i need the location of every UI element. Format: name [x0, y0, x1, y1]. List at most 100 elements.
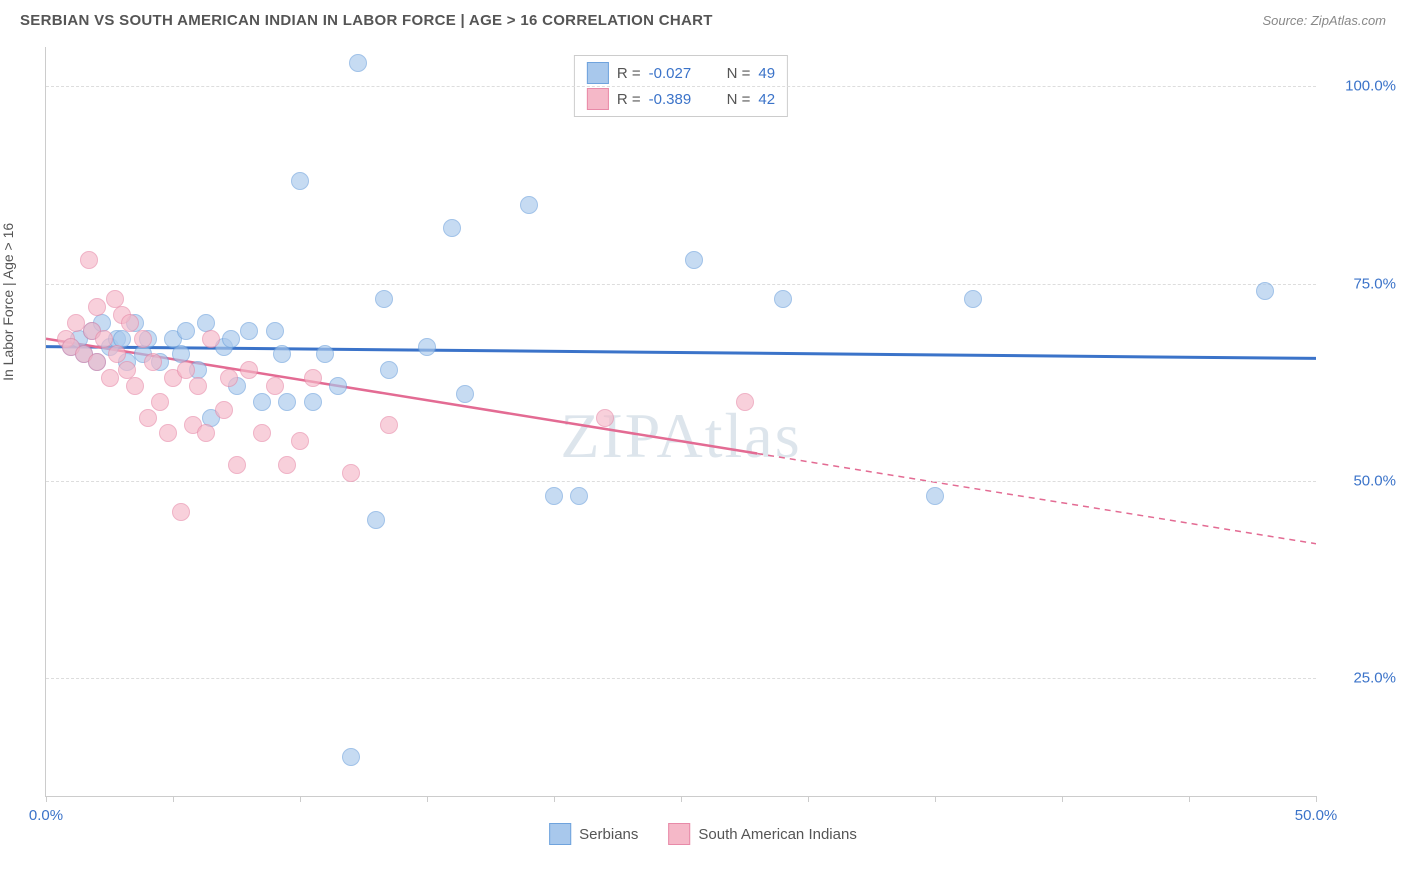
scatter-point	[316, 345, 334, 363]
chart-title: SERBIAN VS SOUTH AMERICAN INDIAN IN LABO…	[20, 12, 713, 29]
scatter-point	[134, 330, 152, 348]
scatter-point	[88, 353, 106, 371]
scatter-point	[215, 401, 233, 419]
scatter-point	[380, 361, 398, 379]
scatter-point	[95, 330, 113, 348]
chart-header: SERBIAN VS SOUTH AMERICAN INDIAN IN LABO…	[0, 0, 1406, 37]
scatter-point	[329, 377, 347, 395]
scatter-point	[342, 464, 360, 482]
scatter-point	[342, 748, 360, 766]
r-value: -0.389	[649, 91, 709, 108]
scatter-point	[380, 416, 398, 434]
scatter-point	[253, 393, 271, 411]
scatter-point	[222, 330, 240, 348]
scatter-point	[418, 338, 436, 356]
series-legend-item: Serbians	[549, 823, 638, 845]
scatter-point	[80, 251, 98, 269]
scatter-point	[443, 219, 461, 237]
scatter-point	[240, 361, 258, 379]
series-legend: Serbians South American Indians	[549, 823, 857, 845]
x-tick	[935, 796, 936, 802]
gridline-horizontal	[46, 284, 1316, 285]
scatter-point	[964, 290, 982, 308]
x-tick	[427, 796, 428, 802]
series-legend-item: South American Indians	[668, 823, 856, 845]
y-tick-label: 50.0%	[1326, 472, 1396, 489]
scatter-point	[349, 54, 367, 72]
x-tick	[1062, 796, 1063, 802]
scatter-point	[172, 503, 190, 521]
legend-swatch	[587, 62, 609, 84]
scatter-point	[151, 393, 169, 411]
x-tick-label: 0.0%	[29, 807, 63, 824]
x-tick	[300, 796, 301, 802]
n-label: N =	[727, 65, 751, 82]
gridline-horizontal	[46, 86, 1316, 87]
scatter-point	[266, 377, 284, 395]
r-label: R =	[617, 65, 641, 82]
scatter-point	[596, 409, 614, 427]
scatter-point	[126, 377, 144, 395]
scatter-point	[367, 511, 385, 529]
series-legend-label: South American Indians	[698, 826, 856, 843]
x-tick	[1189, 796, 1190, 802]
n-value: 49	[758, 65, 775, 82]
scatter-point	[304, 393, 322, 411]
legend-swatch	[587, 88, 609, 110]
scatter-point	[189, 377, 207, 395]
y-axis-label: In Labor Force | Age > 16	[0, 223, 16, 381]
source-label: Source: ZipAtlas.com	[1262, 13, 1386, 28]
chart-container: In Labor Force | Age > 16 ZIPAtlas R = -0…	[0, 37, 1406, 867]
scatter-point	[144, 353, 162, 371]
scatter-point	[266, 322, 284, 340]
scatter-point	[139, 409, 157, 427]
scatter-point	[220, 369, 238, 387]
scatter-point	[177, 322, 195, 340]
x-tick	[173, 796, 174, 802]
scatter-point	[177, 361, 195, 379]
x-tick	[808, 796, 809, 802]
scatter-point	[456, 385, 474, 403]
r-label: R =	[617, 91, 641, 108]
gridline-horizontal	[46, 678, 1316, 679]
scatter-point	[545, 487, 563, 505]
scatter-point	[202, 330, 220, 348]
scatter-point	[774, 290, 792, 308]
scatter-point	[240, 322, 258, 340]
trend-line-dashed	[757, 454, 1316, 544]
correlation-legend-row: R = -0.389 N = 42	[587, 86, 775, 112]
scatter-point	[736, 393, 754, 411]
scatter-point	[278, 393, 296, 411]
scatter-point	[685, 251, 703, 269]
trend-line-solid	[46, 347, 1316, 359]
scatter-point	[121, 314, 139, 332]
trend-lines	[46, 47, 1316, 796]
scatter-point	[291, 432, 309, 450]
scatter-point	[375, 290, 393, 308]
y-tick-label: 75.0%	[1326, 275, 1396, 292]
n-label: N =	[727, 91, 751, 108]
legend-swatch	[668, 823, 690, 845]
x-tick	[46, 796, 47, 802]
legend-swatch	[549, 823, 571, 845]
scatter-point	[1256, 282, 1274, 300]
y-tick-label: 100.0%	[1326, 78, 1396, 95]
x-tick	[554, 796, 555, 802]
scatter-point	[273, 345, 291, 363]
series-legend-label: Serbians	[579, 826, 638, 843]
y-tick-label: 25.0%	[1326, 669, 1396, 686]
scatter-point	[159, 424, 177, 442]
watermark: ZIPAtlas	[560, 399, 801, 473]
n-value: 42	[758, 91, 775, 108]
correlation-legend-row: R = -0.027 N = 49	[587, 60, 775, 86]
scatter-point	[228, 456, 246, 474]
x-tick-label: 50.0%	[1295, 807, 1338, 824]
r-value: -0.027	[649, 65, 709, 82]
scatter-point	[197, 424, 215, 442]
scatter-point	[304, 369, 322, 387]
scatter-point	[278, 456, 296, 474]
scatter-point	[926, 487, 944, 505]
scatter-point	[253, 424, 271, 442]
scatter-point	[101, 369, 119, 387]
x-tick	[681, 796, 682, 802]
